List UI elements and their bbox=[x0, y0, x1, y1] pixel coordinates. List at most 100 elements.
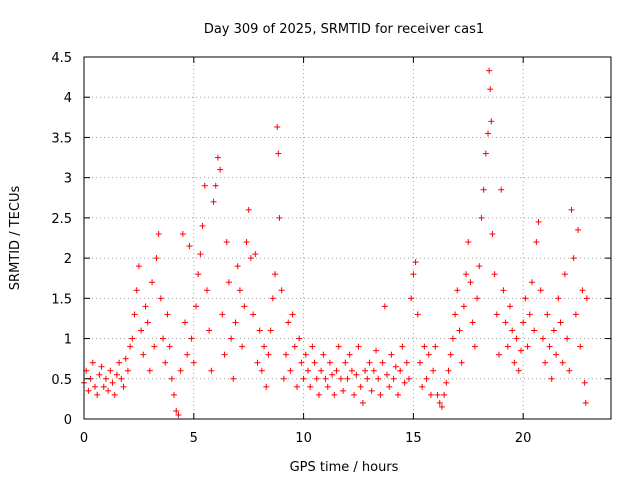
data-point bbox=[236, 287, 243, 294]
data-point bbox=[526, 311, 533, 318]
data-point bbox=[245, 206, 252, 213]
data-point bbox=[177, 367, 184, 374]
data-point bbox=[340, 387, 347, 394]
data-point bbox=[456, 327, 463, 334]
data-point bbox=[537, 287, 544, 294]
data-point bbox=[384, 371, 391, 378]
data-point bbox=[96, 371, 103, 378]
data-point bbox=[285, 319, 292, 326]
data-point bbox=[228, 335, 235, 342]
data-point bbox=[427, 391, 434, 398]
data-point bbox=[370, 367, 377, 374]
data-point bbox=[287, 367, 294, 374]
data-point bbox=[127, 343, 134, 350]
y-tick-label: 1.5 bbox=[51, 292, 72, 307]
data-point bbox=[267, 327, 274, 334]
data-point bbox=[212, 182, 219, 189]
data-point bbox=[533, 239, 540, 246]
data-point bbox=[368, 387, 375, 394]
data-point bbox=[403, 359, 410, 366]
data-point bbox=[118, 375, 125, 382]
data-point bbox=[362, 367, 369, 374]
data-point bbox=[379, 359, 386, 366]
data-point bbox=[326, 359, 333, 366]
data-point bbox=[320, 351, 327, 358]
data-point bbox=[333, 367, 340, 374]
data-point bbox=[164, 311, 171, 318]
chart-title: Day 309 of 2025, SRMTID for receiver cas… bbox=[204, 22, 484, 37]
data-point bbox=[278, 287, 285, 294]
data-point bbox=[355, 343, 362, 350]
data-point bbox=[555, 295, 562, 302]
data-point bbox=[377, 391, 384, 398]
data-point bbox=[221, 351, 228, 358]
data-point bbox=[436, 399, 443, 406]
data-point bbox=[561, 271, 568, 278]
data-point bbox=[102, 375, 109, 382]
data-point bbox=[223, 239, 230, 246]
data-point bbox=[140, 351, 147, 358]
data-point bbox=[425, 351, 432, 358]
data-point bbox=[366, 359, 373, 366]
data-point bbox=[493, 311, 500, 318]
data-point bbox=[254, 359, 261, 366]
data-point bbox=[414, 311, 421, 318]
data-point bbox=[195, 271, 202, 278]
data-point bbox=[441, 391, 448, 398]
data-point bbox=[214, 154, 221, 161]
data-point bbox=[225, 279, 232, 286]
data-point bbox=[252, 251, 259, 258]
x-tick-label: 15 bbox=[405, 431, 422, 446]
axis-ticks: 0 0.5 1 1.5 2 2.5 3 3.5 4 4.5 0 5 10 15 20 bbox=[51, 51, 611, 446]
data-point bbox=[419, 383, 426, 390]
data-point bbox=[482, 150, 489, 157]
data-point bbox=[559, 359, 566, 366]
data-point bbox=[548, 375, 555, 382]
data-point bbox=[331, 391, 338, 398]
data-point bbox=[272, 271, 279, 278]
data-point bbox=[458, 359, 465, 366]
data-point bbox=[122, 355, 129, 362]
data-point bbox=[324, 383, 331, 390]
y-tick-label: 2.5 bbox=[51, 212, 72, 227]
data-point bbox=[335, 343, 342, 350]
data-point bbox=[153, 255, 160, 262]
data-point bbox=[243, 239, 250, 246]
data-point bbox=[434, 391, 441, 398]
data-point bbox=[445, 367, 452, 374]
data-point bbox=[206, 327, 213, 334]
data-point bbox=[454, 287, 461, 294]
data-point bbox=[201, 182, 208, 189]
data-point bbox=[217, 166, 224, 173]
data-point bbox=[100, 383, 107, 390]
data-point bbox=[423, 375, 430, 382]
data-point bbox=[489, 230, 496, 237]
data-point bbox=[116, 359, 123, 366]
data-point bbox=[129, 335, 136, 342]
data-point bbox=[120, 383, 127, 390]
data-point bbox=[190, 359, 197, 366]
data-point bbox=[351, 391, 358, 398]
data-point bbox=[186, 243, 193, 250]
data-point bbox=[430, 367, 437, 374]
data-point bbox=[564, 335, 571, 342]
data-point bbox=[546, 343, 553, 350]
data-point bbox=[276, 214, 283, 221]
data-point bbox=[359, 399, 366, 406]
data-point bbox=[553, 351, 560, 358]
data-point bbox=[131, 311, 138, 318]
gridlines bbox=[84, 57, 611, 419]
data-point bbox=[261, 343, 268, 350]
data-point bbox=[390, 375, 397, 382]
data-point bbox=[269, 295, 276, 302]
data-point bbox=[151, 343, 158, 350]
data-point bbox=[500, 287, 507, 294]
x-tick-label: 5 bbox=[190, 431, 198, 446]
data-point bbox=[318, 367, 325, 374]
data-point bbox=[173, 407, 180, 414]
data-point bbox=[322, 375, 329, 382]
data-point bbox=[307, 383, 314, 390]
data-point bbox=[421, 343, 428, 350]
data-point bbox=[572, 311, 579, 318]
data-point bbox=[188, 335, 195, 342]
